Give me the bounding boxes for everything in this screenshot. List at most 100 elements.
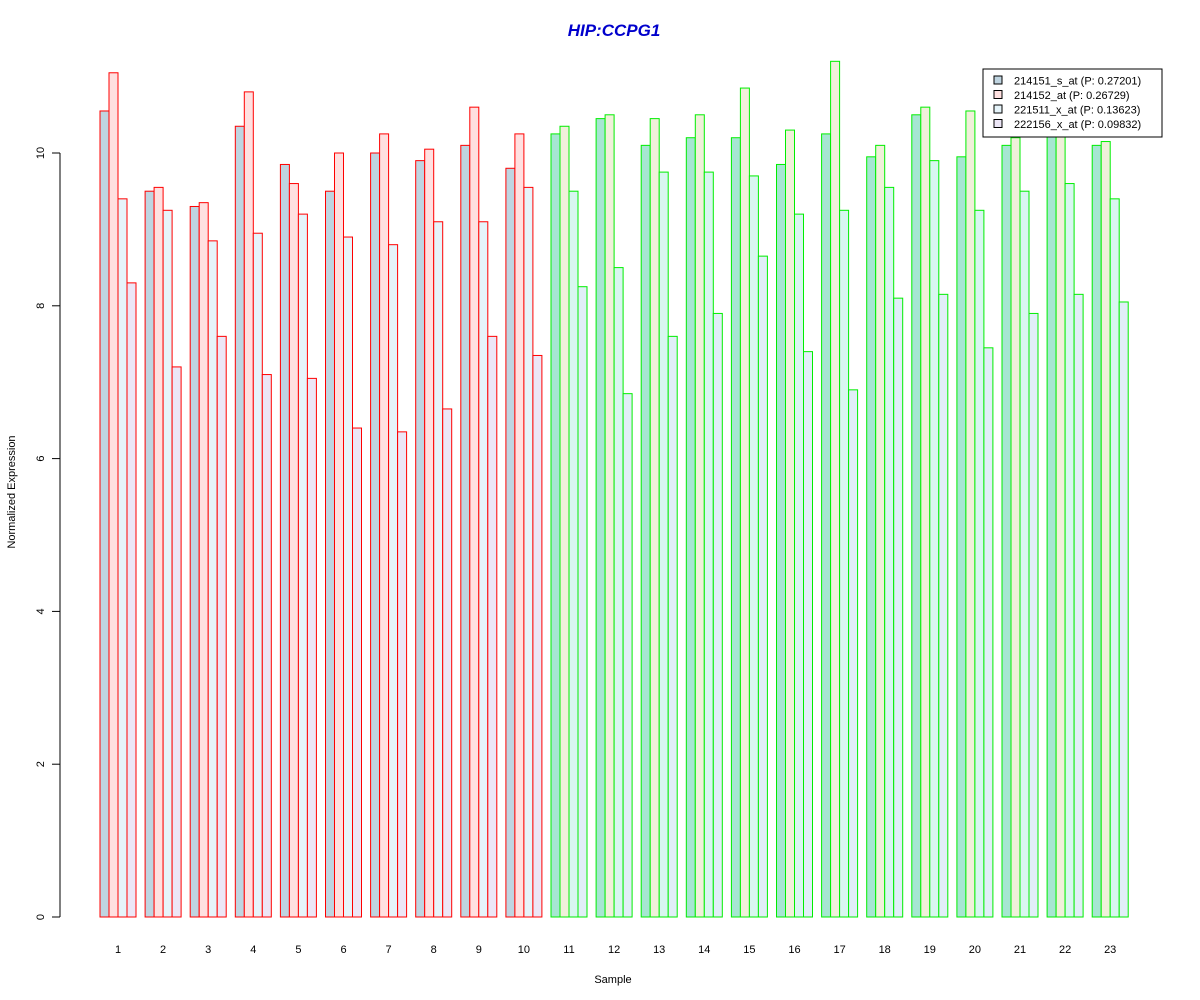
bar-sample-21-series-2 [1010, 137, 1021, 918]
bar-sample-23-series-4 [1118, 301, 1129, 918]
bar-sample-6-series-3 [343, 236, 353, 918]
legend: 214151_s_at (P: 0.27201) 214152_at (P: 0.… [982, 68, 1163, 138]
bar-sample-12-series-4 [622, 393, 633, 918]
bar-sample-2-series-2 [153, 186, 164, 918]
bar-sample-17-series-3 [839, 209, 850, 918]
y-tick-label: 4 [35, 608, 47, 614]
chart-title: HIP:CCPG1 [568, 21, 661, 40]
x-tick-label: 19 [924, 944, 936, 956]
bar-sample-8-series-1 [415, 160, 426, 918]
x-tick-label: 17 [833, 944, 845, 956]
bar-sample-8-series-4 [442, 408, 453, 918]
bar-sample-10-series-2 [514, 133, 525, 918]
legend-swatch [993, 90, 1003, 99]
bar-sample-10-series-1 [505, 167, 516, 918]
bar-sample-7-series-3 [388, 244, 399, 918]
bar-sample-19-series-4 [938, 293, 949, 918]
bar-sample-16-series-3 [794, 213, 804, 918]
bar-sample-15-series-2 [739, 87, 750, 918]
bar-sample-9-series-4 [487, 335, 498, 918]
bar-sample-1-series-4 [126, 282, 137, 918]
bar-sample-15-series-4 [757, 255, 768, 918]
legend-entry: 222156_x_at (P: 0.09832) [1014, 119, 1141, 131]
bar-sample-14-series-2 [694, 114, 705, 918]
bar-sample-12-series-3 [613, 267, 624, 918]
bar-sample-11-series-2 [559, 125, 570, 918]
bar-sample-8-series-3 [433, 221, 444, 918]
x-tick-label: 6 [340, 944, 346, 956]
x-tick-label: 23 [1104, 944, 1116, 956]
bar-sample-18-series-3 [884, 186, 895, 918]
bar-sample-20-series-4 [983, 347, 994, 918]
bar-sample-2-series-4 [171, 366, 182, 918]
bar-sample-12-series-1 [595, 118, 606, 918]
bar-sample-8-series-2 [424, 148, 435, 918]
x-tick-label: 10 [518, 944, 530, 956]
bar-sample-23-series-2 [1100, 141, 1111, 918]
x-tick-label: 1 [115, 944, 121, 956]
bar-sample-4-series-1 [234, 125, 245, 918]
x-tick-label: 11 [563, 944, 574, 956]
bar-sample-19-series-2 [920, 106, 931, 918]
bar-sample-10-series-4 [532, 354, 543, 918]
x-tick-label: 3 [205, 944, 211, 956]
bar-sample-10-series-3 [523, 186, 534, 918]
bar-sample-11-series-3 [568, 190, 579, 918]
legend-entry: 221511_x_at (P: 0.13623) [1014, 105, 1140, 117]
legend-box [982, 68, 1163, 138]
bar-sample-5-series-3 [297, 213, 308, 918]
x-tick-label: 5 [295, 944, 301, 956]
legend-swatch [993, 119, 1003, 128]
bar-sample-15-series-3 [748, 175, 759, 918]
bar-sample-18-series-4 [893, 297, 904, 918]
bar-sample-22-series-1 [1046, 129, 1057, 918]
bar-sample-15-series-1 [730, 137, 741, 918]
bar-sample-12-series-2 [604, 114, 615, 918]
bar-sample-11-series-4 [577, 286, 588, 918]
bar-sample-13-series-3 [658, 171, 669, 918]
legend-swatch [993, 75, 1003, 85]
x-tick-label: 8 [431, 944, 437, 956]
bar-sample-1-series-3 [117, 198, 128, 918]
bar-sample-17-series-4 [848, 389, 859, 918]
legend-entry: 214151_s_at (P: 0.27201) [1014, 76, 1141, 88]
bar-sample-16-series-1 [776, 163, 786, 918]
x-tick-label: 22 [1059, 944, 1071, 956]
x-tick-label: 14 [698, 944, 710, 956]
y-tick-label: 2 [35, 761, 47, 767]
bar-sample-5-series-4 [306, 377, 317, 918]
bar-sample-23-series-1 [1091, 144, 1102, 918]
y-tick-label: 6 [35, 456, 47, 462]
bar-sample-2-series-3 [162, 209, 173, 918]
bar-sample-13-series-1 [640, 144, 651, 918]
legend-entry: 214152_at (P: 0.26729) [1014, 90, 1130, 102]
bar-sample-20-series-3 [974, 209, 985, 918]
bar-sample-21-series-1 [1001, 144, 1012, 918]
x-tick-label: 18 [879, 944, 891, 956]
x-tick-label: 15 [743, 944, 755, 956]
x-tick-label: 13 [653, 944, 665, 956]
bar-sample-7-series-2 [379, 133, 390, 918]
bar-sample-13-series-2 [649, 118, 660, 918]
bar-sample-22-series-2 [1055, 129, 1066, 918]
bar-sample-2-series-1 [144, 190, 155, 918]
bar-sample-21-series-3 [1019, 190, 1030, 918]
bar-sample-16-series-2 [785, 129, 795, 918]
y-tick-label: 8 [35, 303, 47, 309]
x-tick-label: 9 [476, 944, 482, 956]
bar-sample-7-series-1 [370, 152, 381, 918]
bar-sample-9-series-1 [460, 144, 471, 918]
x-tick-label: 20 [969, 944, 981, 956]
bar-sample-23-series-3 [1109, 198, 1120, 918]
y-axis-label: Normalized Expression [6, 435, 18, 548]
bar-sample-13-series-4 [667, 335, 678, 918]
bar-sample-5-series-1 [279, 163, 290, 918]
bar-sample-3-series-3 [207, 240, 218, 918]
x-tick-label: 21 [1014, 944, 1026, 956]
y-tick-label: 10 [35, 147, 47, 159]
bar-sample-3-series-4 [216, 335, 227, 918]
bar-sample-1-series-2 [108, 72, 119, 918]
x-tick-label: 12 [608, 944, 620, 956]
bar-sample-7-series-4 [397, 431, 408, 918]
